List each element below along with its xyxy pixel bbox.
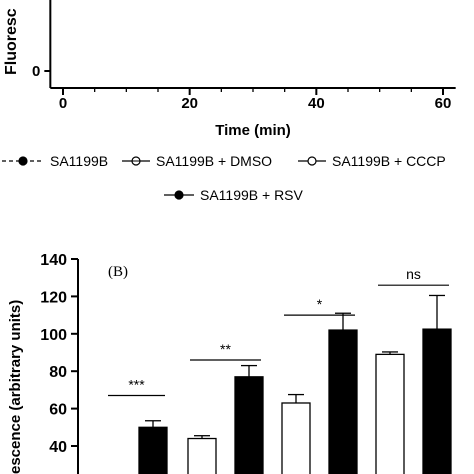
- panel-a-x-axis-label: Time (min): [215, 122, 291, 139]
- bar: [138, 426, 168, 474]
- panel-a-ticks: 0 0 20 40 60: [32, 63, 451, 112]
- significance-marker: **: [190, 341, 261, 361]
- legend-marker: [307, 156, 317, 166]
- panel-b-y-tick-label: 40: [49, 439, 67, 456]
- significance-label: ns: [406, 266, 421, 282]
- legend-item-1: SA1199B + DMSO: [122, 153, 272, 169]
- bar-4: [281, 393, 311, 474]
- panel-b-y-tick-label: 140: [40, 252, 67, 269]
- panel-b-significance: ******ns: [108, 266, 449, 397]
- bar: [187, 437, 217, 474]
- panel-b-bar-chart: escence (arbitrary units) 40 60 80 100 120 14…: [7, 252, 452, 474]
- panel-a-x-tick-label: 60: [435, 95, 452, 112]
- significance-marker: *: [284, 296, 355, 316]
- panel-b-y-tick-label: 60: [49, 402, 67, 419]
- panel-b-axes: 40 60 80 100 120 140: [40, 252, 79, 474]
- significance-label: *: [317, 296, 323, 312]
- bar: [234, 376, 264, 474]
- bar: [281, 402, 311, 474]
- legend-item-0: SA1199B: [2, 153, 108, 169]
- bar: [375, 353, 405, 474]
- panel-b-y-tick-label: 100: [40, 327, 67, 344]
- significance-label: **: [220, 341, 231, 357]
- panel-b-y-tick-label: 120: [40, 289, 67, 306]
- panel-a-y-axis-label: Fluoresc: [3, 8, 20, 75]
- panel-a-y-tick-label: 0: [32, 63, 40, 80]
- bar-6: [375, 351, 405, 474]
- panel-b-label: (B): [108, 264, 128, 280]
- panel-a-axes: [49, 0, 456, 89]
- bar-3: [234, 364, 264, 474]
- legend-marker: [174, 190, 184, 200]
- legend-label: SA1199B + CCCP: [332, 153, 446, 169]
- legend: SA1199B SA1199B + DMSO SA1199B + CCCP SA119…: [2, 153, 446, 203]
- legend-label: SA1199B + DMSO: [156, 153, 272, 169]
- panel-a-x-tick-label: 40: [308, 95, 325, 112]
- legend-marker: [18, 156, 28, 166]
- panel-a-x-tick-label: 20: [181, 95, 198, 112]
- panel-b-y-tick-label: 80: [49, 364, 67, 381]
- legend-item-3: SA1199B + RSV: [164, 187, 304, 203]
- bar-1: [138, 420, 168, 474]
- bar-5: [328, 312, 358, 474]
- panel-a-x-tick-label: 0: [59, 95, 67, 112]
- legend-label: SA1199B + RSV: [200, 187, 304, 203]
- bar-2: [187, 435, 217, 474]
- significance-label: ***: [128, 377, 145, 393]
- significance-marker: ***: [108, 377, 165, 397]
- bar: [328, 329, 358, 474]
- legend-item-2: SA1199B + CCCP: [298, 153, 446, 169]
- bar-7: [422, 294, 452, 474]
- significance-marker: ns: [378, 266, 449, 286]
- bar: [422, 328, 452, 474]
- legend-label: SA1199B: [50, 153, 108, 169]
- panel-a-line-chart: Fluoresc 0 0 20 40 60 Time (min): [3, 0, 456, 139]
- panel-b-bars: [138, 294, 452, 474]
- panel-b-y-axis-label: escence (arbitrary units): [7, 300, 24, 474]
